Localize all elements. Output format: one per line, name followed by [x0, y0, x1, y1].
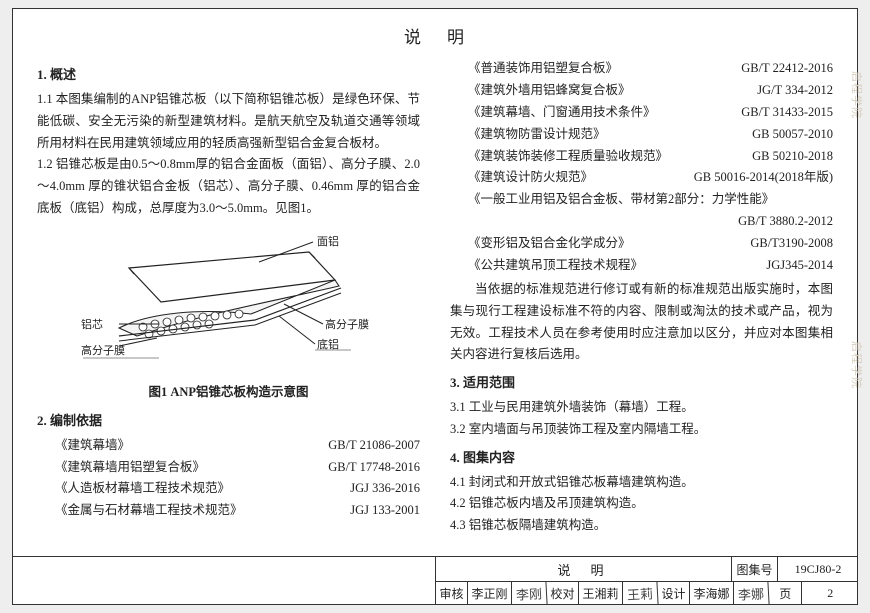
atlas-label: 图集号 [732, 557, 778, 581]
fig-label-top: 面铝 [317, 234, 339, 248]
std-name: 《建筑幕墙》 [55, 435, 130, 457]
para-1-1: 1.1 本图集编制的ANP铝锥芯板（以下简称铝锥芯板）是绿色环保、节能低碳、安全… [37, 89, 420, 155]
std-name: 《建筑幕墙、门窗通用技术条件》 [468, 102, 656, 124]
para-4-2: 4.2 铝锥芯板内墙及吊顶建筑构造。 [450, 493, 833, 515]
review-name: 李正刚 [468, 582, 512, 605]
fig-label-bottom: 底铝 [317, 337, 339, 351]
std-code: GB/T3190-2008 [744, 233, 833, 255]
section-3-header: 3. 适用范围 [450, 372, 833, 395]
section-2-header: 2. 编制依据 [37, 410, 420, 433]
page-number: 2 [802, 582, 858, 605]
para-1-2: 1.2 铝锥芯板是由0.5～0.8mm厚的铝合金面板（面铝）、高分子膜、2.0～… [37, 154, 420, 220]
std-name: 《人造板材幕墙工程技术规范》 [55, 478, 230, 500]
section-4-header: 4. 图集内容 [450, 447, 833, 470]
std-name: 《建筑设计防火规范》 [468, 167, 593, 189]
review-sign: 李刚 [511, 581, 547, 606]
std-row: 《建筑幕墙》 GB/T 21086-2007 [55, 435, 420, 457]
watermark: 启程学院 [849, 71, 865, 119]
standards-list-left: 《建筑幕墙》 GB/T 21086-2007 《建筑幕墙用铝塑复合板》 GB/T… [37, 435, 420, 523]
std-name: 《建筑装饰装修工程质量验收规范》 [468, 146, 668, 168]
std-name: 《普通装饰用铝塑复合板》 [468, 58, 618, 80]
std-name: 《金属与石材幕墙工程技术规范》 [55, 500, 243, 522]
std-row: 《建筑幕墙用铝塑复合板》 GB/T 17748-2016 [55, 457, 420, 479]
watermark: 启程学院 [849, 341, 865, 389]
std-code: GB/T 17748-2016 [322, 457, 420, 479]
content-columns: 1. 概述 1.1 本图集编制的ANP铝锥芯板（以下简称铝锥芯板）是绿色环保、节… [37, 58, 833, 550]
std-code: JGJ345-2014 [760, 255, 833, 277]
fig-label-film-left: 高分子膜 [81, 343, 125, 357]
std-code: JG/T 334-2012 [751, 80, 833, 102]
standards-list-right: 《普通装饰用铝塑复合板》 GB/T 22412-2016 《建筑外墙用铝蜂窝复合板… [450, 58, 833, 277]
page: 启程学院 启程学院 说明 1. 概述 1.1 本图集编制的ANP铝锥芯板（以下简… [12, 8, 858, 605]
std-row: 《人造板材幕墙工程技术规范》 JGJ 336-2016 [55, 478, 420, 500]
std-name: 《一般工业用铝及铝合金板、带材第2部分：力学性能》 [468, 189, 774, 211]
page-label: 页 [769, 582, 802, 605]
page-title: 说明 [37, 23, 833, 48]
section-1-header: 1. 概述 [37, 64, 420, 87]
std-code: GB/T 31433-2015 [735, 102, 833, 124]
std-row: 《金属与石材幕墙工程技术规范》 JGJ 133-2001 [55, 500, 420, 522]
fig-label-core: 铝芯 [81, 317, 103, 331]
left-column: 1. 概述 1.1 本图集编制的ANP铝锥芯板（以下简称铝锥芯板）是绿色环保、节… [37, 58, 420, 550]
std-code: GB/T 21086-2007 [322, 435, 420, 457]
std-code: GB/T 3880.2-2012 [732, 211, 833, 233]
para-4-3: 4.3 铝锥芯板隔墙建筑构造。 [450, 515, 833, 537]
right-para: 当依据的标准规范进行修订或有新的标准规范出版实施时，本图集与现行工程建设标准不符… [450, 279, 833, 367]
design-name: 李海娜 [690, 582, 734, 605]
title-block: 说明 图集号 19CJ80-2 审核 李正刚 李刚 校对 王湘莉 王莉 设计 李… [12, 556, 858, 605]
std-name: 《建筑幕墙用铝塑复合板》 [55, 457, 205, 479]
review-label: 审核 [436, 582, 468, 605]
figure-1-caption: 图1 ANP铝锥芯板构造示意图 [37, 382, 420, 404]
right-column: 《普通装饰用铝塑复合板》 GB/T 22412-2016 《建筑外墙用铝蜂窝复合板… [450, 58, 833, 550]
footer-title: 说明 [436, 557, 732, 581]
design-sign: 李娜 [733, 581, 769, 606]
std-code: JGJ 133-2001 [344, 500, 420, 522]
para-3-2: 3.2 室内墙面与吊顶装饰工程及室内隔墙工程。 [450, 419, 833, 441]
design-label: 设计 [658, 582, 690, 605]
fig-label-film-right: 高分子膜 [325, 317, 369, 331]
std-code: GB 50016-2014(2018年版) [688, 167, 833, 189]
atlas-no: 19CJ80-2 [778, 557, 858, 581]
figure-1: 面铝 铝芯 高分子膜 高分子膜 底铝 图1 ANP铝锥芯板构造示意图 [37, 228, 420, 404]
std-name: 《建筑外墙用铝蜂窝复合板》 [468, 80, 631, 102]
para-4-1: 4.1 封闭式和开放式铝锥芯板幕墙建筑构造。 [450, 472, 833, 494]
check-sign: 王莉 [622, 581, 658, 606]
para-3-1: 3.1 工业与民用建筑外墙装饰（幕墙）工程。 [450, 397, 833, 419]
std-name: 《建筑物防雷设计规范》 [468, 124, 606, 146]
std-name: 《变形铝及铝合金化学成分》 [468, 233, 631, 255]
std-code: GB 50210-2018 [746, 146, 833, 168]
std-name: 《公共建筑吊顶工程技术规程》 [468, 255, 643, 277]
std-code: JGJ 336-2016 [344, 478, 420, 500]
check-name: 王湘莉 [579, 582, 623, 605]
std-code: GB 50057-2010 [746, 124, 833, 146]
check-label: 校对 [547, 582, 579, 605]
std-code: GB/T 22412-2016 [735, 58, 833, 80]
